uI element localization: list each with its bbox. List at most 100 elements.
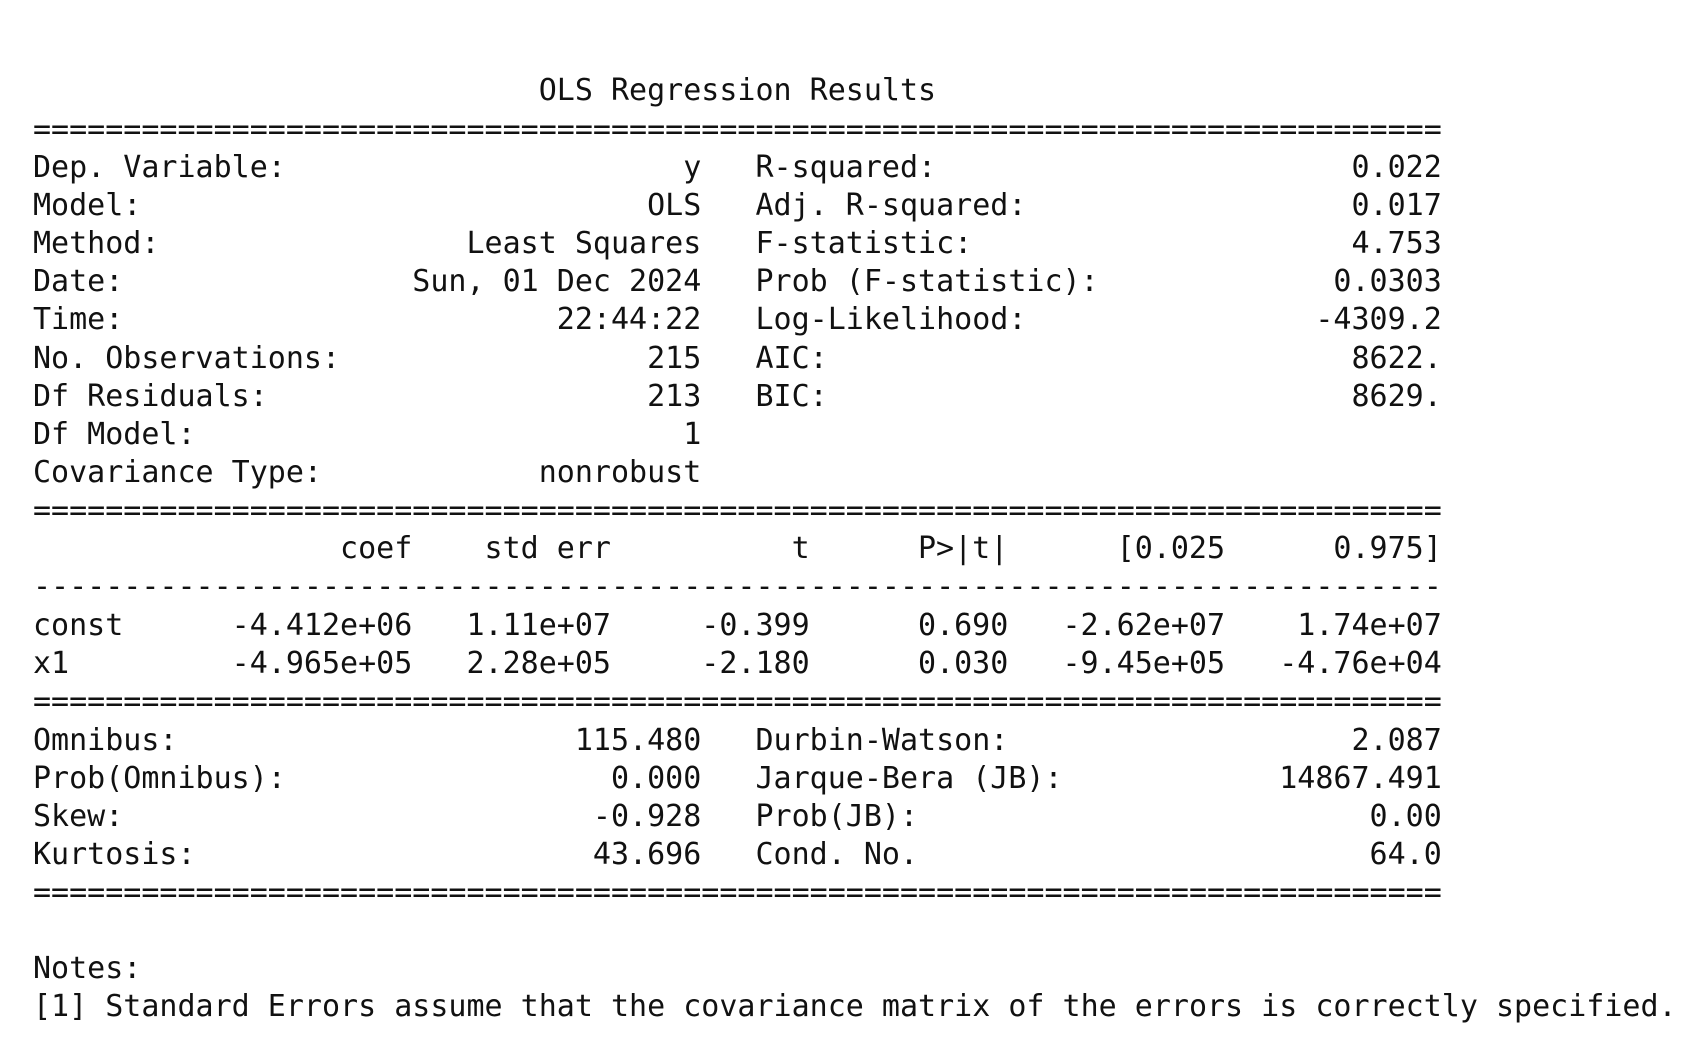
label: Adj. R-squared:	[755, 188, 1027, 224]
value: 8622.	[1351, 340, 1442, 376]
value: 0.00	[1369, 799, 1442, 834]
title: OLS Regression Results	[538, 73, 937, 108]
label: Prob(JB):	[755, 799, 919, 834]
summary-row: Omnibus: 115.480 Durbin-Watson: 2.087	[33, 722, 1683, 760]
label: AIC:	[755, 340, 828, 376]
summary-row: Date: Sun, 01 Dec 2024 Prob (F-statistic):…	[33, 263, 1683, 301]
rule: ========================================…	[33, 874, 1683, 912]
summary-row: Df Residuals: 213 BIC: 8629.	[33, 378, 1683, 416]
label: Model:	[33, 188, 142, 224]
value: 0.0303	[1333, 264, 1442, 300]
label: Df Residuals:	[33, 378, 268, 414]
label: Durbin-Watson:	[755, 723, 1009, 758]
value: 0.022	[1351, 150, 1442, 185]
label: R-squared:	[755, 150, 937, 185]
summary-row: Dep. Variable: y R-squared: 0.022	[33, 149, 1683, 187]
label: Cond. No.	[755, 837, 919, 872]
label: Log-Likelihood:	[755, 302, 1027, 338]
rule: ========================================…	[33, 492, 1683, 530]
rule: ----------------------------------------…	[33, 569, 1442, 604]
summary-row: Covariance Type: nonrobust	[33, 454, 1683, 492]
label: BIC:	[755, 378, 828, 414]
value: 43.696	[592, 837, 702, 872]
label: Covariance Type:	[33, 454, 322, 490]
label: Kurtosis:	[33, 837, 196, 872]
cell: -0.399	[701, 608, 810, 643]
rule: ========================================…	[33, 111, 1683, 149]
column-header: P>|t|	[918, 531, 1009, 566]
summary-row: Prob(Omnibus): 0.000 Jarque-Bera (JB): 1486…	[33, 760, 1683, 798]
notes-heading: Notes:	[33, 950, 1683, 988]
cell: -4.412e+06	[231, 608, 413, 643]
value: -0.928	[592, 799, 702, 834]
value: 115.480	[574, 723, 702, 758]
label: Method:	[33, 226, 160, 262]
value: 4.753	[1351, 226, 1442, 262]
label: Time:	[33, 302, 124, 338]
value: 0.000	[610, 761, 702, 796]
cell: 0.030	[918, 646, 1009, 681]
value: nonrobust	[538, 454, 702, 490]
cell: -4.965e+05	[231, 646, 413, 681]
summary-row: No. Observations: 215 AIC: 8622.	[33, 340, 1683, 378]
notes-heading: Notes:	[33, 951, 142, 986]
cell: 2.28e+05	[466, 646, 611, 681]
value: 213	[647, 378, 702, 414]
value: 1	[683, 416, 702, 452]
cell: -2.180	[701, 646, 810, 681]
value: 215	[647, 340, 702, 376]
label: Prob (F-statistic):	[755, 264, 1099, 300]
note: [1] Standard Errors assume that the cova…	[33, 989, 1677, 1024]
row-label: const	[33, 608, 124, 643]
value: OLS	[647, 188, 702, 224]
rule: ========================================…	[33, 493, 1442, 528]
coef-header: coef std err t P>|t| [0.025 0.975]	[33, 530, 1683, 568]
summary-row: Method: Least Squares F-statistic: 4.753	[33, 225, 1683, 263]
label: Omnibus:	[33, 723, 178, 758]
cell: -9.45e+05	[1062, 646, 1226, 681]
value: 2.087	[1351, 723, 1442, 758]
label: No. Observations:	[33, 340, 341, 376]
label: Df Model:	[33, 416, 196, 452]
value: Least Squares	[466, 226, 702, 262]
label: Skew:	[33, 799, 124, 834]
value: 8629.	[1351, 378, 1442, 414]
label: Dep. Variable:	[33, 150, 286, 185]
rule: ========================================…	[33, 112, 1442, 147]
rule: ========================================…	[33, 683, 1683, 721]
rule: ----------------------------------------…	[33, 568, 1683, 606]
cell: 1.74e+07	[1297, 608, 1442, 643]
cell: -4.76e+04	[1279, 646, 1442, 681]
coef-row: x1 -4.965e+05 2.28e+05 -2.180 0.030 -9.45e+05…	[33, 645, 1683, 683]
cell: 1.11e+07	[466, 608, 611, 643]
value: -4309.2	[1315, 302, 1442, 338]
coef-row: const -4.412e+06 1.11e+07 -0.399 0.690 -2.62e…	[33, 607, 1683, 645]
value: 64.0	[1369, 837, 1442, 872]
label: Prob(Omnibus):	[33, 761, 286, 796]
column-header: std err	[484, 531, 611, 566]
label: Jarque-Bera (JB):	[755, 761, 1063, 796]
summary-row: Time: 22:44:22 Log-Likelihood: -4309.2	[33, 301, 1683, 339]
summary-row: Skew: -0.928 Prob(JB): 0.00	[33, 798, 1683, 836]
cell: -2.62e+07	[1062, 608, 1226, 643]
note: [1] Standard Errors assume that the cova…	[33, 988, 1683, 1026]
row-label: x1	[33, 646, 70, 681]
column-header: t	[791, 531, 810, 566]
value: 14867.491	[1279, 761, 1442, 796]
column-header: coef	[340, 531, 413, 566]
summary-row: Kurtosis: 43.696 Cond. No. 64.0	[33, 836, 1683, 874]
value: Sun, 01 Dec 2024	[412, 264, 702, 300]
title-line: OLS Regression Results	[33, 72, 1683, 110]
label: F-statistic:	[755, 226, 973, 262]
value: 22:44:22	[556, 302, 702, 338]
label: Date:	[33, 264, 124, 300]
cell: 0.690	[918, 608, 1009, 643]
value: y	[683, 150, 702, 185]
rule: ========================================…	[33, 684, 1442, 719]
value: 0.017	[1351, 188, 1442, 224]
rule: ========================================…	[33, 875, 1442, 910]
summary-row: Df Model: 1	[33, 416, 1683, 454]
column-header: 0.975]	[1333, 531, 1442, 566]
column-header: [0.025	[1116, 531, 1226, 566]
